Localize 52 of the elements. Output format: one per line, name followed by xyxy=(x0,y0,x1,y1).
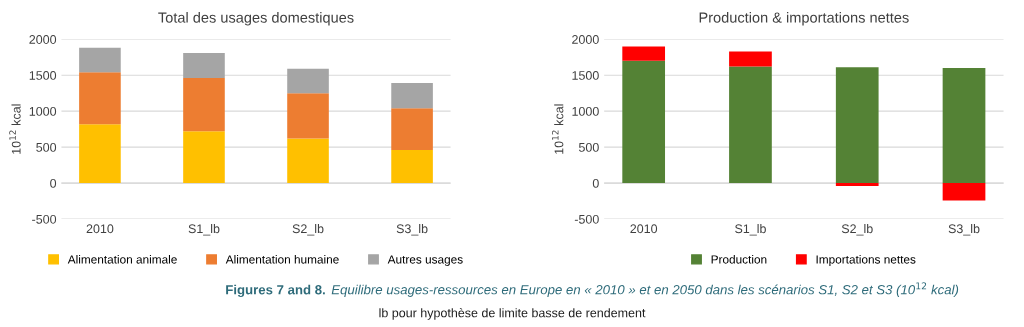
x-tick-label: 2010 xyxy=(630,224,658,234)
bar xyxy=(942,68,986,184)
legend-label: Alimentation humaine xyxy=(225,254,339,264)
x-tick-label: S3_lb xyxy=(396,223,428,236)
y-tick-label: -500 xyxy=(32,214,57,224)
chart-title: Total des usages domestiques xyxy=(158,12,354,26)
bar xyxy=(287,93,329,139)
x-tick-label: S1_lb xyxy=(188,223,220,236)
bar xyxy=(391,108,433,151)
bar xyxy=(391,150,433,184)
bar xyxy=(622,60,666,184)
bar xyxy=(79,47,121,73)
legend-label: Production xyxy=(711,254,767,264)
legend-label: Alimentation animale xyxy=(67,254,177,264)
text: Figures 7 and 8. xyxy=(226,284,325,298)
text: lb pour hypothèse de limite basse de rendement xyxy=(379,307,646,320)
x-tick-label: S2_lb xyxy=(292,223,324,236)
y-tick-label: 1500 xyxy=(29,71,57,80)
bar xyxy=(729,66,772,184)
x-tick-label: S1_lb xyxy=(735,223,766,236)
bar xyxy=(287,68,329,94)
y-axis-title: 10$^{12}$ kcal xyxy=(551,104,564,154)
bar xyxy=(183,78,225,132)
x-tick-label: 2010 xyxy=(86,224,114,234)
bar xyxy=(183,131,225,184)
legend-label: Autres usages xyxy=(387,255,463,266)
y-axis-title: 10$^{12}$ kcal xyxy=(9,104,21,154)
y-tick-label: 0 xyxy=(592,178,599,188)
chart-title: Production & importations nettes xyxy=(699,12,909,26)
bar xyxy=(183,52,225,79)
y-tick-label: 2000 xyxy=(572,35,599,44)
bar xyxy=(835,67,879,184)
x-tick-label: S3_lb xyxy=(948,223,980,236)
bar xyxy=(835,183,879,186)
y-tick-label: 1000 xyxy=(29,106,57,116)
x-tick-label: S2_lb xyxy=(841,223,873,236)
y-tick-label: 500 xyxy=(578,142,599,152)
bar xyxy=(79,72,121,125)
bar xyxy=(622,46,666,61)
bar xyxy=(391,83,433,109)
y-tick-label: 0 xyxy=(50,178,57,188)
legend-label: Importations nettes xyxy=(816,254,916,266)
y-tick-label: -500 xyxy=(574,214,599,224)
y-tick-label: 1500 xyxy=(572,71,599,80)
bar xyxy=(729,51,772,67)
y-tick-label: 2000 xyxy=(29,35,57,44)
bar xyxy=(79,124,121,184)
bar xyxy=(287,138,329,184)
bar xyxy=(942,183,986,201)
y-tick-label: 1000 xyxy=(572,106,599,116)
y-tick-label: 500 xyxy=(36,142,57,152)
text: Equilibre usages-ressources en Europe en « 2010 » et en 2050 dans les scénarios S1, S2 et S3 (10$^{12}$ kcal) xyxy=(331,282,959,297)
